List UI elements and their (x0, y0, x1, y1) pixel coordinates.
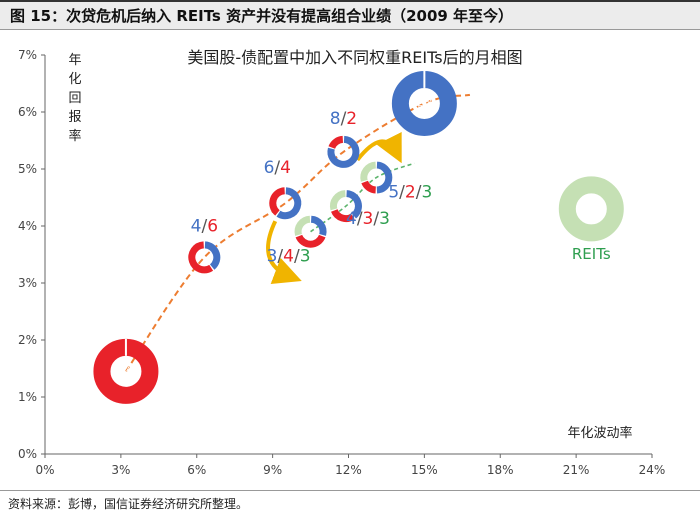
x-tick-label: 21% (563, 463, 590, 477)
donut-ring (558, 176, 624, 242)
donut-segment (346, 190, 362, 219)
label-5/2/3: 5/2/3 (388, 183, 432, 203)
donut-segment (360, 161, 377, 182)
point-全股: 全股 (391, 70, 457, 136)
x-tick-label: 6% (187, 463, 206, 477)
label-REITs: REITs (572, 245, 611, 263)
donut-segment (327, 135, 360, 168)
source-note: 资料来源：彭博，国信证券经济研究所整理。 (0, 490, 700, 517)
chart-title: 美国股-债配置中加入不同权重REITs后的月相图 (187, 48, 522, 67)
donut-segment (276, 187, 302, 220)
x-tick-label: 9% (263, 463, 282, 477)
x-tick-label: 12% (335, 463, 362, 477)
x-axis-label: 年化波动率 (567, 425, 632, 441)
y-tick-label: 6% (18, 105, 37, 119)
donut-segment (269, 187, 286, 216)
label-3/4/3: 3/4/3 (267, 247, 311, 267)
curved-arrow (266, 220, 302, 285)
x-tick-label: 0% (35, 463, 54, 477)
point-5/2/3 (360, 161, 393, 194)
donut-segment (204, 241, 221, 270)
y-axis-label-char: 年 (68, 53, 81, 68)
y-tick-label: 3% (18, 276, 37, 290)
donut-segment (295, 234, 326, 248)
data-points: 全债 全股 (93, 70, 624, 404)
x-tick-label: 24% (639, 463, 666, 477)
label-6/4: 6/4 (264, 158, 291, 178)
y-tick-label: 1% (18, 390, 37, 404)
y-tick-label: 0% (18, 447, 37, 461)
donut-segment (361, 180, 377, 194)
x-tick-label: 3% (111, 463, 130, 477)
figure-title: 图 15：次贷危机后纳入 REITs 资产并没有提高组合业绩（2009 年至今） (0, 0, 700, 30)
x-tick-label: 15% (411, 463, 438, 477)
point-8/2 (327, 135, 360, 168)
efficient-frontier-line (125, 93, 471, 372)
point-inner-label: 全股 (413, 96, 435, 110)
y-axis-label-char: 回 (68, 91, 81, 106)
donut-segment (188, 241, 214, 274)
y-tick-label: 5% (18, 162, 37, 176)
y-tick-label: 2% (18, 333, 37, 347)
point-3/4/3 (294, 215, 327, 248)
donut-segment (294, 215, 311, 236)
reits-mix-line (310, 162, 415, 233)
x-tick-label: 18% (487, 463, 514, 477)
y-axis-label-char: 率 (68, 128, 81, 144)
label-4/3/3: 4/3/3 (346, 209, 390, 229)
y-axis-label-char: 化 (68, 72, 81, 87)
donut-segment (331, 208, 355, 222)
donut-segment (328, 135, 344, 150)
y-tick-label: 7% (18, 48, 37, 62)
point-6/4 (269, 187, 302, 220)
arrows (266, 131, 402, 285)
point-全债: 全债 (93, 338, 159, 404)
y-axis-label-char: 报 (68, 110, 81, 125)
donut-segment (310, 215, 327, 236)
y-tick-label: 4% (18, 219, 37, 233)
donut-segment (329, 190, 346, 211)
point-4/3/3 (329, 190, 362, 222)
data-labels: 4/6 6/4 8/2 3/4/3 4/3/3 5/2/3 REITs (191, 109, 611, 267)
point-inner-label: 全债 (115, 364, 137, 378)
point-4/6 (188, 241, 221, 274)
point-REITs (558, 176, 624, 242)
donut-segment (376, 161, 393, 194)
curved-arrow (355, 131, 402, 164)
label-4/6: 4/6 (191, 216, 218, 236)
axes: 0% 3% 6% 9% 12% 15% 18% 21% 24% 0% 1% 2% 3% 4% 5% 6% 7% (18, 48, 665, 477)
chart-lines (125, 93, 471, 372)
label-8/2: 8/2 (330, 109, 357, 129)
